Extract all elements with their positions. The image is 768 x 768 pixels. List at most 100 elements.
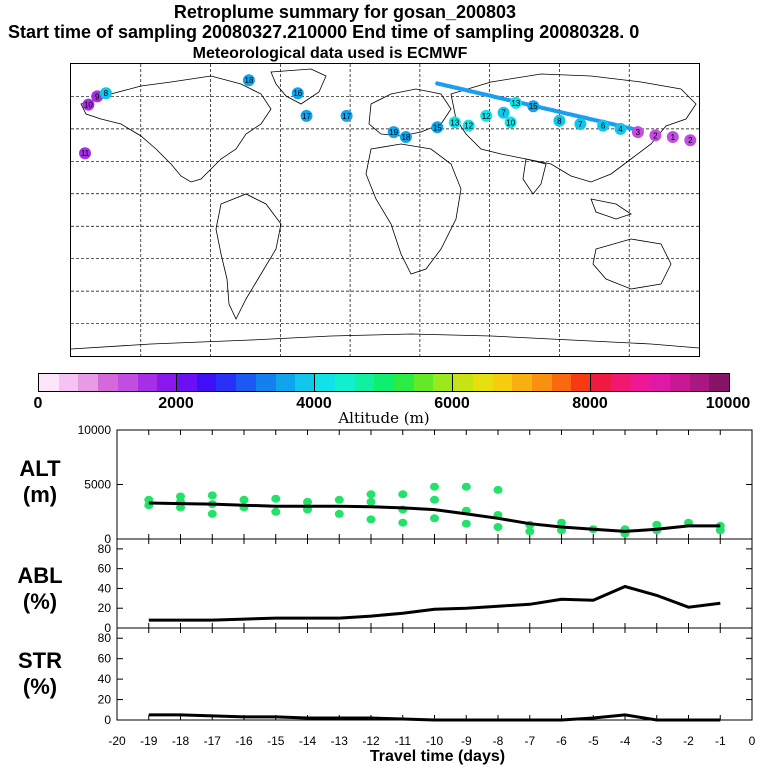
colorbar-tick-label: 0 <box>33 395 43 412</box>
trajectory-marker <box>480 109 493 122</box>
abl-panel-frame <box>116 538 753 629</box>
colorbar-cell <box>196 374 217 391</box>
colorbar-cell <box>610 374 631 391</box>
trajectory-marker <box>387 126 400 139</box>
alt-scatter-point <box>461 519 471 528</box>
alt-scatter-point <box>239 495 249 504</box>
trajectory-marker-label: 7 <box>501 109 506 118</box>
abl-label-line2: (%) <box>22 589 58 614</box>
alt-scatter-point <box>461 482 471 491</box>
x-tick-label: -9 <box>461 734 472 748</box>
str-ytick-label: 20 <box>98 693 112 707</box>
colorbar-divider <box>176 373 177 392</box>
trajectory-marker <box>340 109 353 122</box>
alt-scatter-point <box>207 491 217 500</box>
trajectory-marker <box>448 116 461 129</box>
alt-ytick-label: 10000 <box>78 423 112 437</box>
trajectory-marker <box>291 87 304 100</box>
trajectory-marker-label: 19 <box>389 128 398 137</box>
abl-line <box>148 584 721 622</box>
colorbar-tick-label: 6000 <box>434 395 470 412</box>
trajectory-marker <box>574 118 587 130</box>
coastlines <box>71 68 699 350</box>
alt-label-line2: (m) <box>22 482 58 507</box>
trajectory-marker <box>99 87 112 100</box>
colorbar-cell <box>216 374 237 391</box>
trajectory-marker-label: 18 <box>244 76 253 85</box>
alt-panel-label: ALT (m) <box>0 456 80 508</box>
colorbar-cell <box>275 374 296 391</box>
trajectory-marker-label: 18 <box>401 133 410 142</box>
x-tick-label: -7 <box>524 734 535 748</box>
trajectory-marker <box>82 98 95 111</box>
x-tick-label: -20 <box>108 734 126 748</box>
colorbar-divider <box>452 373 453 392</box>
alt-scatter-point <box>493 523 503 531</box>
trajectory-marker-label: 15 <box>433 123 442 132</box>
trajectory-marker <box>462 119 475 132</box>
alt-scatter-point <box>366 515 376 524</box>
x-tick-label: -12 <box>362 734 380 748</box>
str-panel-label: STR (%) <box>0 648 80 700</box>
trajectory-marker-label: 6 <box>601 122 606 131</box>
trajectory-marker-label: 10 <box>506 118 515 127</box>
trajectory-marker-label: 12 <box>464 122 473 131</box>
str-label-line2: (%) <box>22 674 58 699</box>
str-line <box>148 713 721 722</box>
colorbar-tick-label: 8000 <box>572 395 608 412</box>
alt-scatter-point <box>334 495 344 504</box>
colorbar-cell <box>433 374 454 391</box>
colorbar-cell <box>472 374 493 391</box>
trajectory-marker <box>242 74 255 87</box>
str-ytick-label: 80 <box>98 631 112 645</box>
trajectory-marker-label: 9 <box>95 92 100 101</box>
x-axis-label: Travel time (days) <box>369 748 506 765</box>
alt-scatter-point <box>398 490 408 499</box>
colorbar-cell <box>512 374 532 391</box>
trajectory-marker-label: 8 <box>557 117 562 126</box>
abl-label-line1: ABL <box>17 563 63 588</box>
trajectory-marker <box>649 129 662 142</box>
chart-title: Retroplume summary for gosan_200803 <box>173 2 517 22</box>
colorbar-cell <box>295 374 316 391</box>
colorbar-cell <box>117 374 138 391</box>
trajectory-marker-label: 2 <box>688 136 693 145</box>
x-tick-label: -13 <box>331 734 349 748</box>
colorbar-cell <box>492 374 513 391</box>
trajectory-marker-label: 13 <box>511 99 520 108</box>
trajectory-marker <box>553 114 566 127</box>
str-ytick-label: 0 <box>104 713 111 727</box>
colorbar-divider <box>314 373 315 392</box>
colorbar-cell <box>236 374 256 391</box>
alt-panel: 0 5000 10000 <box>78 423 753 546</box>
alt-scatter-point <box>715 526 725 535</box>
str-ytick-label: 40 <box>98 672 112 686</box>
colorbar-cell <box>39 374 59 391</box>
trajectory-marker <box>509 96 522 109</box>
colorbar-cell <box>551 374 572 391</box>
trajectory-marker-label: 8 <box>104 89 109 98</box>
alt-ytick-label: 0 <box>104 532 111 546</box>
str-panel: 0 20 40 60 80 <box>98 627 753 727</box>
colorbar-cell <box>531 374 552 391</box>
abl-panel: 0 20 40 60 80 <box>98 538 753 635</box>
abl-ytick-label: 0 <box>104 621 111 635</box>
colorbar-cell <box>571 374 592 391</box>
colorbar-cell <box>393 374 414 391</box>
colorbar-cell <box>670 374 690 391</box>
trajectory-marker-label: 4 <box>618 125 623 134</box>
colorbar-cell <box>137 374 158 391</box>
x-tick-label: -5 <box>588 734 599 748</box>
trajectory-marker-label: 17 <box>302 112 311 121</box>
alt-scatter-point <box>430 514 439 523</box>
trajectory-marker <box>666 131 679 143</box>
alt-scatter-point <box>366 497 376 506</box>
colorbar-cell <box>374 374 394 391</box>
colorbar-cell <box>58 374 79 391</box>
x-tick-label: -1 <box>715 734 726 748</box>
colorbar-divider <box>590 373 591 392</box>
abl-ytick-label: 60 <box>98 562 112 576</box>
